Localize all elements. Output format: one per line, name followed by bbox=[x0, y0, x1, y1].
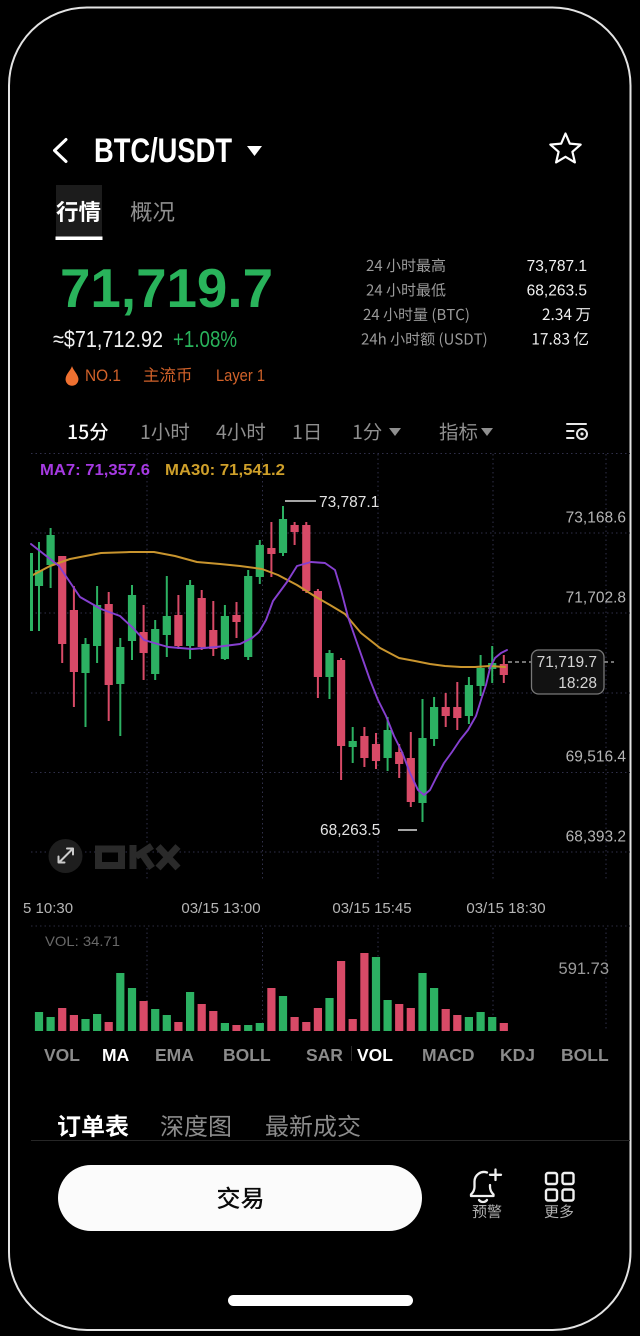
svg-text:73,168.6: 73,168.6 bbox=[566, 510, 626, 527]
svg-text:BOLL: BOLL bbox=[223, 1045, 271, 1065]
svg-text:18:28: 18:28 bbox=[558, 675, 597, 692]
svg-text:SAR: SAR bbox=[306, 1045, 343, 1065]
svg-text:MA30: 71,541.2: MA30: 71,541.2 bbox=[165, 462, 285, 479]
svg-text:VOL: 34.71: VOL: 34.71 bbox=[45, 933, 120, 949]
svg-text:71,719.7: 71,719.7 bbox=[537, 654, 597, 671]
svg-text:71,719.7: 71,719.7 bbox=[60, 257, 273, 319]
svg-text:68,263.5: 68,263.5 bbox=[527, 283, 587, 300]
svg-text:NO.1: NO.1 bbox=[85, 366, 121, 385]
svg-text:VOL: VOL bbox=[357, 1045, 393, 1065]
svg-text:MA7: 71,357.6: MA7: 71,357.6 bbox=[40, 462, 150, 479]
svg-text:MACD: MACD bbox=[422, 1045, 475, 1065]
svg-text:03/15 15:45: 03/15 15:45 bbox=[332, 900, 411, 917]
svg-text:Layer 1: Layer 1 bbox=[216, 366, 265, 385]
svg-text:+1.08%: +1.08% bbox=[173, 326, 237, 352]
svg-text:BTC/USDT: BTC/USDT bbox=[94, 132, 232, 170]
svg-text:VOL: VOL bbox=[44, 1045, 80, 1065]
svg-text:71,702.8: 71,702.8 bbox=[566, 590, 626, 607]
svg-text:68,263.5: 68,263.5 bbox=[320, 822, 380, 839]
svg-text:KDJ: KDJ bbox=[500, 1045, 535, 1065]
svg-text:73,787.1: 73,787.1 bbox=[319, 494, 379, 511]
svg-text:≈$71,712.92: ≈$71,712.92 bbox=[53, 326, 163, 352]
svg-text:5 10:30: 5 10:30 bbox=[23, 900, 73, 917]
svg-text:MA: MA bbox=[102, 1045, 130, 1065]
svg-text:69,516.4: 69,516.4 bbox=[566, 749, 627, 766]
svg-text:03/15 18:30: 03/15 18:30 bbox=[466, 900, 545, 917]
svg-text:03/15 13:00: 03/15 13:00 bbox=[181, 900, 260, 917]
svg-text:73,787.1: 73,787.1 bbox=[527, 258, 587, 275]
svg-text:BOLL: BOLL bbox=[561, 1045, 609, 1065]
svg-text:591.73: 591.73 bbox=[559, 960, 609, 978]
svg-text:68,393.2: 68,393.2 bbox=[566, 829, 626, 846]
svg-text:EMA: EMA bbox=[155, 1045, 194, 1065]
